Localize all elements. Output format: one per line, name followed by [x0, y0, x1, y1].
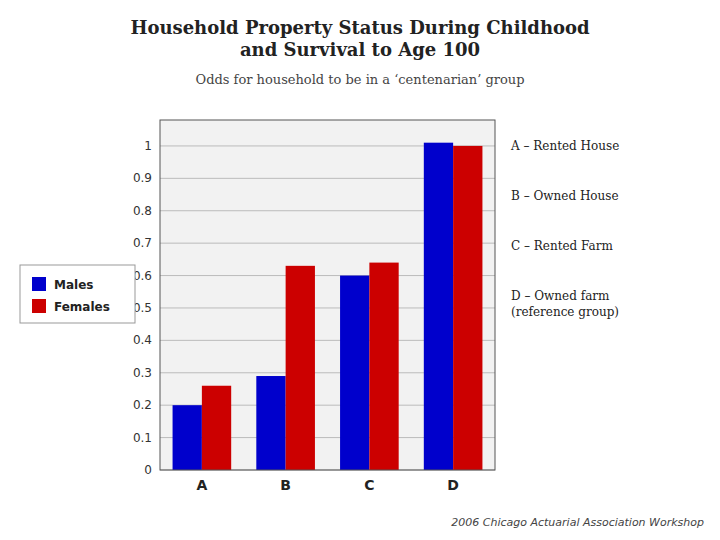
- annotation: C – Rented Farm: [511, 239, 613, 253]
- x-tick-label: A: [196, 477, 207, 493]
- bar: [424, 143, 453, 470]
- y-tick-label: 0.4: [133, 333, 152, 347]
- bar: [286, 266, 315, 470]
- annotation: B – Owned House: [511, 189, 619, 203]
- annotation-line: A – Rented House: [510, 139, 619, 153]
- annotation: A – Rented House: [510, 139, 619, 153]
- bar: [256, 376, 285, 470]
- x-tick-label: C: [364, 477, 374, 493]
- bars: [173, 143, 483, 470]
- plot-frame: [160, 120, 495, 470]
- y-tick-label: 0.6: [133, 269, 152, 283]
- y-tick-label: 0: [144, 463, 152, 477]
- annotation: D – Owned farm (reference group): [511, 289, 619, 319]
- plot-background: [160, 120, 495, 470]
- annotation-line: (reference group): [511, 305, 619, 319]
- bar: [369, 263, 398, 470]
- legend-label: Females: [54, 300, 110, 314]
- annotation-line: C – Rented Farm: [511, 239, 613, 253]
- x-tick-label: B: [280, 477, 291, 493]
- annotation-line: D – Owned farm: [511, 289, 610, 303]
- y-tick-label: 0.9: [133, 171, 152, 185]
- bar: [173, 405, 202, 470]
- footer: 2006 Chicago Actuarial Association Works…: [451, 516, 704, 529]
- y-tick-label: 0.3: [133, 366, 152, 380]
- legend-swatch: [32, 277, 46, 291]
- title: Household Property Status During Childho…: [130, 17, 590, 60]
- legend: Males Females: [20, 265, 135, 323]
- y-tick-label: 0.1: [133, 431, 152, 445]
- legend-box: [20, 265, 135, 323]
- legend-label: Males: [54, 278, 93, 292]
- title-line: and Survival to Age 100: [240, 39, 480, 60]
- y-tick-label: 1: [144, 139, 152, 153]
- x-tick-label: D: [447, 477, 459, 493]
- subtitle: Odds for household to be in a ‘centenari…: [195, 72, 524, 87]
- bar: [453, 146, 482, 470]
- annotation-line: B – Owned House: [511, 189, 619, 203]
- bar: [202, 386, 231, 470]
- chart-container: Household Property Status During Childho…: [0, 0, 720, 540]
- y-tick-label: 0.7: [133, 236, 152, 250]
- title-line: Household Property Status During Childho…: [130, 17, 590, 38]
- y-tick-label: 0.2: [133, 398, 152, 412]
- chart: Household Property Status During Childho…: [0, 0, 720, 540]
- y-tick-label: 0.8: [133, 204, 152, 218]
- y-tick-label: 0.5: [133, 301, 152, 315]
- legend-swatch: [32, 299, 46, 313]
- bar: [340, 276, 369, 470]
